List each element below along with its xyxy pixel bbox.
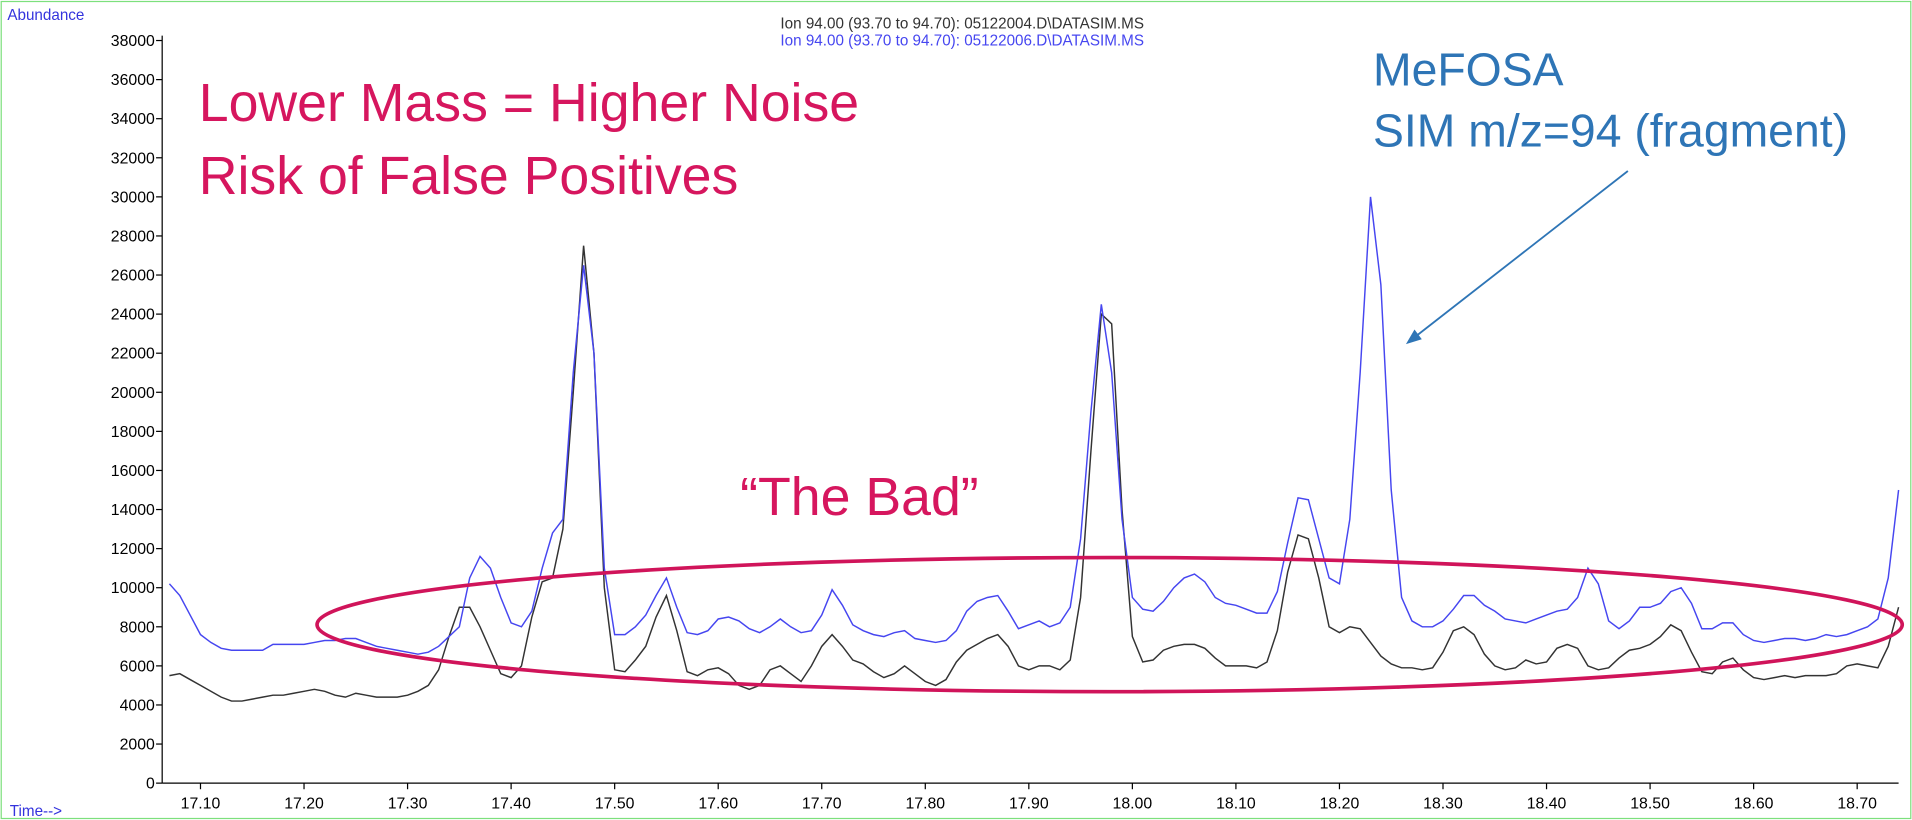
- y-tick-label: 18000: [111, 424, 155, 441]
- y-tick-label: 34000: [111, 111, 155, 128]
- x-tick-label: 17.30: [388, 796, 428, 813]
- x-tick-label: 18.50: [1630, 796, 1670, 813]
- annotation: Risk of False Positives: [199, 146, 739, 206]
- x-tick-label: 17.50: [595, 796, 635, 813]
- y-tick-label: 12000: [111, 541, 155, 558]
- y-tick-label: 30000: [111, 189, 155, 206]
- highlight-ellipse: [315, 555, 1905, 694]
- x-tick-label: 17.10: [181, 796, 221, 813]
- x-axis-label: Time-->: [10, 803, 62, 820]
- x-tick-label: 17.80: [905, 796, 945, 813]
- x-tick-label: 18.60: [1734, 796, 1774, 813]
- y-axis-label: Abundance: [7, 7, 84, 24]
- y-tick-label: 24000: [111, 307, 155, 324]
- x-tick-label: 18.70: [1837, 796, 1877, 813]
- x-tick-label: 17.20: [284, 796, 324, 813]
- x-tick-label: 17.90: [1009, 796, 1049, 813]
- y-tick-label: 4000: [120, 697, 155, 714]
- annotation: MeFOSA: [1373, 44, 1564, 96]
- x-tick-label: 17.60: [698, 796, 738, 813]
- plot-area: 0 2000 4000 6000 8000 10000 12000 14000 16000 180…: [111, 33, 1900, 813]
- y-tick-label: 14000: [111, 502, 155, 519]
- y-tick-label: 26000: [111, 268, 155, 285]
- x-tick-label: 18.30: [1423, 796, 1463, 813]
- series-line: [169, 245, 1900, 702]
- y-tick-label: 0: [146, 776, 155, 793]
- y-tick-label: 8000: [120, 619, 155, 636]
- annotation: SIM m/z=94 (fragment): [1373, 105, 1848, 157]
- x-tick-label: 18.40: [1527, 796, 1567, 813]
- x-tick-label: 17.40: [491, 796, 531, 813]
- annotation: Lower Mass = Higher Noise: [199, 73, 859, 133]
- series-line: [168, 196, 1900, 655]
- annotation: “The Bad”: [740, 467, 979, 527]
- arrow-head: [1405, 329, 1422, 345]
- x-tick-label: 17.70: [802, 796, 842, 813]
- y-tick-label: 22000: [111, 346, 155, 363]
- x-tick-label: 18.10: [1216, 796, 1256, 813]
- y-tick-label: 28000: [111, 228, 155, 245]
- y-tick-label: 6000: [120, 658, 155, 675]
- y-tick-label: 2000: [120, 737, 155, 754]
- y-tick-label: 20000: [111, 385, 155, 402]
- y-tick-label: 16000: [111, 463, 155, 480]
- legend-entry: Ion 94.00 (93.70 to 94.70): 05122006.D\D…: [780, 32, 1144, 49]
- legend-entry: Ion 94.00 (93.70 to 94.70): 05122004.D\D…: [780, 15, 1144, 32]
- y-tick-label: 38000: [111, 33, 155, 50]
- y-tick-label: 36000: [111, 72, 155, 89]
- y-tick-label: 10000: [111, 580, 155, 597]
- x-tick-label: 18.20: [1320, 796, 1360, 813]
- arrow: [1411, 170, 1629, 340]
- x-tick-label: 18.00: [1113, 796, 1153, 813]
- y-tick-label: 32000: [111, 150, 155, 167]
